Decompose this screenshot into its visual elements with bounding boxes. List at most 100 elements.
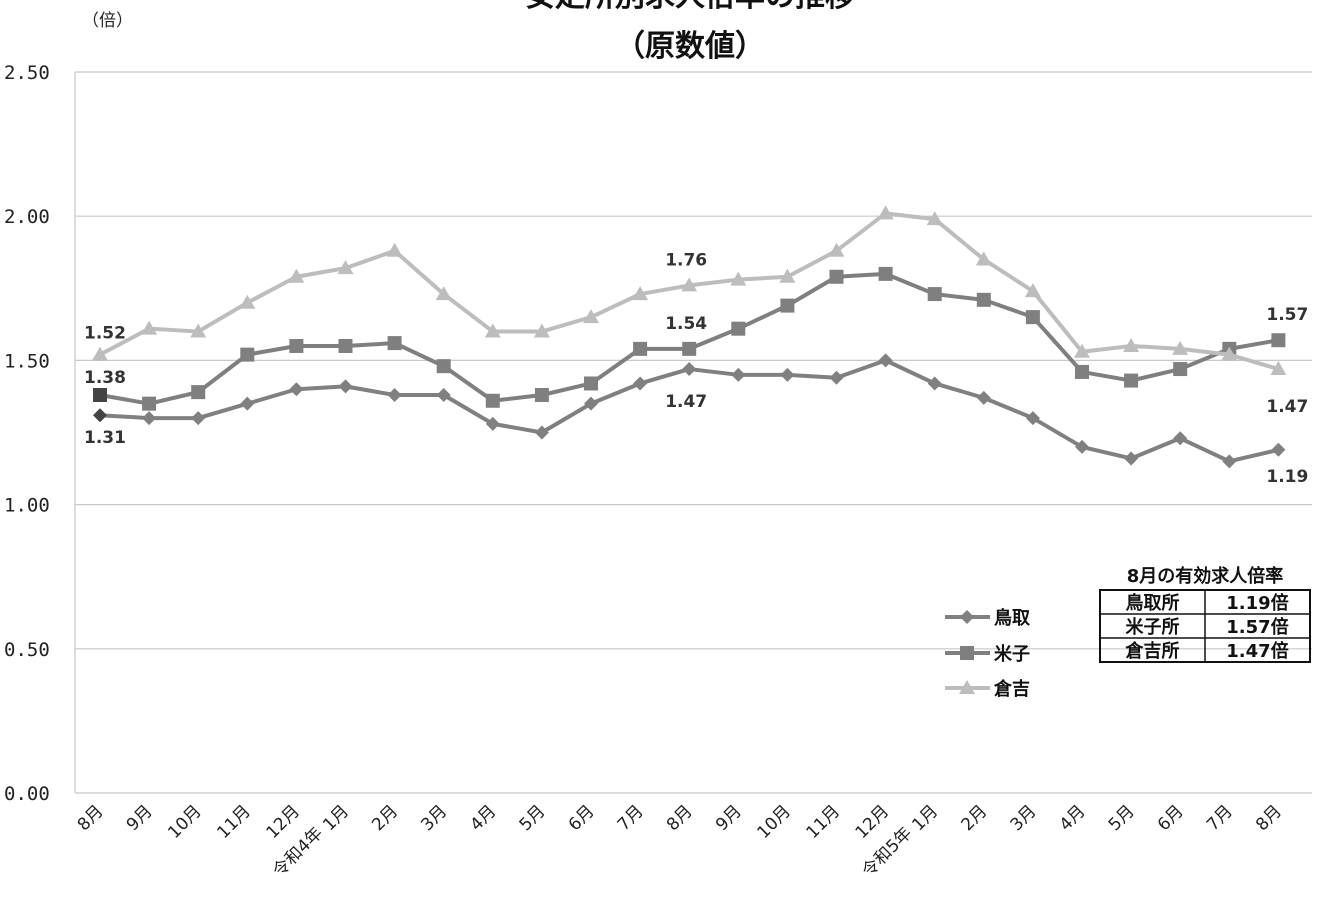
- series-1-point-14: [780, 367, 795, 382]
- x-tick-label-8: 4月: [467, 801, 501, 835]
- series-2-point-13: [731, 321, 746, 336]
- legend-marker-1: [960, 646, 974, 660]
- series-2-point-1: [142, 396, 157, 411]
- x-tick-label-18: 2月: [958, 801, 992, 835]
- series-3-point-11: [632, 286, 649, 301]
- legend-label-2: 倉吉: [993, 678, 1030, 700]
- data-label-6: 1.57: [1266, 305, 1308, 325]
- series-3-point-5: [337, 260, 354, 275]
- series-3-point-6: [386, 242, 403, 257]
- x-axis-ticks: 8月 9月 10月 11月 12月 1月 2月 3月 4月 5月 6月 7月 8月 9月 10月 11月 12月…: [74, 801, 1286, 881]
- x-tick-label-6: 2月: [368, 801, 402, 835]
- x-tick-label-7: 3月: [417, 801, 451, 835]
- series-1-point-4: [289, 382, 304, 397]
- series-3-point-16: [877, 205, 894, 220]
- series-1-point-0: [93, 408, 107, 423]
- series-2-point-7: [436, 359, 451, 374]
- series-2-point-12: [682, 341, 697, 356]
- series-2-point-4: [289, 338, 304, 353]
- series-2-point-9: [534, 388, 549, 403]
- x-tick-label-24: 8月: [1252, 801, 1286, 835]
- legend-label-1: 米子: [994, 643, 1030, 665]
- series-2-point-16: [878, 266, 893, 281]
- x-tick-label-23: 7月: [1203, 801, 1237, 835]
- series-1-point-12: [682, 362, 697, 377]
- series-3-point-18: [975, 251, 992, 266]
- data-label-8: 1.19: [1266, 467, 1308, 487]
- series-1-point-22: [1173, 431, 1188, 446]
- series-3-point-3: [239, 294, 256, 309]
- series-1-point-19: [1025, 411, 1040, 426]
- series-2-point-14: [780, 298, 795, 313]
- series-2-point-15: [829, 269, 844, 284]
- series-1-point-5: [338, 379, 353, 394]
- series-1-point-3: [240, 396, 255, 411]
- series-1-point-7: [436, 388, 451, 403]
- series-3-point-10: [583, 309, 599, 324]
- series-3-point-4: [288, 268, 305, 283]
- series-1-point-1: [142, 411, 157, 426]
- series-1: [93, 353, 1286, 469]
- series-3-point-8: [484, 323, 501, 338]
- legend-label-0: 鳥取: [994, 607, 1031, 629]
- summary-table-office-2: 倉吉所: [1125, 640, 1180, 662]
- legend-marker-0: [960, 610, 974, 624]
- data-label-3: 1.76: [665, 250, 707, 270]
- series-3-point-14: [779, 268, 796, 283]
- series-1-point-9: [534, 425, 549, 440]
- x-tick-label-1: 9月: [123, 801, 157, 835]
- x-tick-label-11: 7月: [614, 801, 648, 835]
- x-tick-label-16: 12月: [852, 801, 893, 842]
- x-tick-label-10: 6月: [565, 801, 599, 835]
- series-2-point-10: [584, 376, 598, 391]
- series-3-point-23: [1221, 346, 1238, 361]
- y-tick-label-0: 0.00: [4, 783, 50, 805]
- series-2-point-21: [1124, 373, 1139, 388]
- y-tick-label-2: 1.00: [4, 495, 50, 517]
- series-1-point-2: [191, 411, 206, 426]
- series-3-point-17: [926, 211, 943, 226]
- data-label-4: 1.54: [665, 314, 707, 334]
- x-tick-label-21: 5月: [1105, 801, 1139, 835]
- summary-table-value-2: 1.47倍: [1226, 640, 1288, 662]
- data-label-0: 1.52: [84, 324, 126, 344]
- series-1-point-23: [1222, 454, 1237, 469]
- series-2-point-17: [927, 287, 942, 302]
- chart-title: 安定所別求人倍率の推移: [525, 0, 855, 14]
- series-1-point-8: [485, 416, 500, 431]
- series-1-point-10: [584, 396, 598, 411]
- y-axis-unit-label: （倍）: [82, 11, 133, 31]
- series-layer: [92, 205, 1287, 469]
- series-3-point-20: [1074, 343, 1090, 358]
- summary-table-value-0: 1.19倍: [1226, 592, 1288, 614]
- series-3-point-21: [1123, 337, 1140, 352]
- x-tick-label-19: 3月: [1007, 801, 1041, 835]
- x-tick-label-14: 10月: [753, 801, 794, 842]
- series-1-point-6: [387, 388, 402, 403]
- data-label-7: 1.47: [1266, 397, 1308, 417]
- summary-table-value-1: 1.57倍: [1226, 616, 1288, 638]
- legend-marker-2: [959, 680, 975, 694]
- series-2-point-20: [1075, 364, 1089, 379]
- series-2-point-3: [240, 347, 255, 362]
- series-1-point-21: [1124, 451, 1139, 466]
- summary-table-office-1: 米子所: [1126, 616, 1180, 638]
- data-label-2: 1.31: [84, 428, 126, 448]
- x-tick-label-13: 9月: [712, 801, 746, 835]
- data-label-1: 1.38: [84, 368, 126, 388]
- data-label-5: 1.47: [665, 392, 707, 412]
- y-tick-label-4: 2.00: [4, 206, 50, 228]
- series-2: [93, 266, 1286, 411]
- chart-subtitle: （原数値）: [615, 29, 765, 64]
- series-2-line: [99, 271, 1279, 406]
- series-1-point-13: [731, 367, 746, 382]
- series-1-point-17: [927, 376, 942, 391]
- series-2-point-18: [976, 292, 991, 307]
- series-1-point-15: [829, 370, 844, 385]
- series-3-point-13: [730, 271, 747, 286]
- series-2-point-6: [387, 336, 402, 351]
- x-tick-label-2: 10月: [164, 801, 205, 842]
